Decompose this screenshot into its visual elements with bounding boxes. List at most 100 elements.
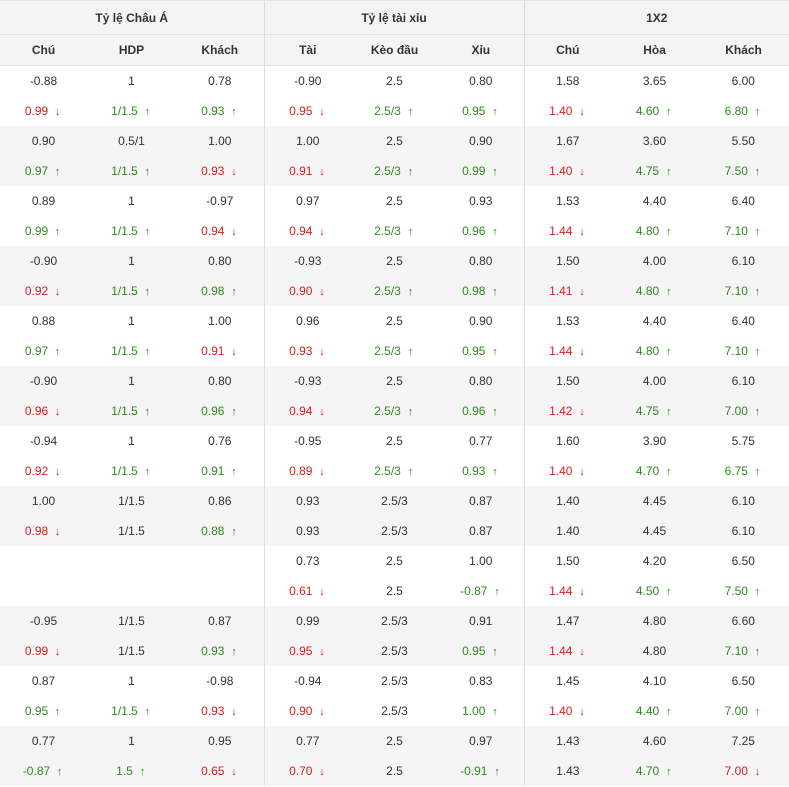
arrow-up-icon: ↑ xyxy=(754,406,761,418)
odds-cell: -0.91 ↑ xyxy=(438,756,525,786)
odds-cell: 1.43 xyxy=(523,726,612,756)
odds-value: 4.40 xyxy=(642,314,667,328)
odds-cell: 7.00 ↑ xyxy=(698,396,789,426)
odds-cell: 1 xyxy=(87,246,176,276)
odds-cell: 1.00 ↑ xyxy=(438,696,524,726)
odds-value: 6.40 xyxy=(731,314,755,328)
arrow-up-icon: ↑ xyxy=(492,286,498,298)
odds-value: 0.99 xyxy=(296,614,320,628)
odds-cell: 1.42 ↓ xyxy=(523,396,612,426)
odds-cell: 7.10 ↑ xyxy=(698,336,789,366)
odds-value: 2.5/3 xyxy=(381,644,408,658)
odds-value: 0.96 xyxy=(296,314,320,328)
odds-cell: 0.89 xyxy=(0,186,87,216)
odds-value: 2.5 xyxy=(386,584,403,598)
odds-value: 3.60 xyxy=(642,134,667,148)
odds-value: 0.80 xyxy=(208,374,232,388)
odds-cell: -0.87 ↑ xyxy=(438,576,524,606)
odds-value: 4.70 xyxy=(635,464,660,478)
odds-cell: 0.90 ↓ xyxy=(263,696,352,726)
odds-value: 2.5/3 xyxy=(381,614,408,628)
arrow-up-icon: ↑ xyxy=(144,286,151,298)
odds-value: 1.00 xyxy=(208,314,232,328)
arrow-down-icon: ↓ xyxy=(319,286,325,298)
odds-value: 0.95 xyxy=(289,104,313,118)
odds-cell: 1.40 ↓ xyxy=(523,96,612,126)
odds-cell: 6.40 xyxy=(698,186,789,216)
arrow-up-icon: ↑ xyxy=(754,226,761,238)
odds-value: 3.65 xyxy=(642,74,667,88)
odds-value: 0.87 xyxy=(208,614,232,628)
arrow-up-icon: ↑ xyxy=(492,166,498,178)
odds-cell: 1.5 ↑ xyxy=(87,756,176,786)
odds-value: 4.75 xyxy=(635,164,660,178)
odds-cell: 0.96 ↑ xyxy=(438,396,525,426)
odds-value: 4.75 xyxy=(635,404,660,418)
col-hdp: HDP xyxy=(87,34,176,66)
odds-value: 0.99 xyxy=(24,224,49,238)
odds-value: 1/1.5 xyxy=(118,644,145,658)
odds-value: 2.5 xyxy=(386,254,403,268)
odds-value: 0.61 xyxy=(289,584,313,598)
odds-cell: 0.99 ↓ xyxy=(0,636,87,666)
col-home-win: Chú xyxy=(523,34,612,66)
arrow-down-icon: ↓ xyxy=(579,466,585,478)
odds-cell: 4.60 xyxy=(611,726,699,756)
arrow-up-icon: ↑ xyxy=(492,706,498,718)
col-line: Kèo đầu xyxy=(351,34,439,66)
arrow-up-icon: ↑ xyxy=(492,346,498,358)
odds-row: -0.87 ↑ 1.5 ↑ 0.65 ↓ 0.70 ↓ 2.5 -0.91 ↑ 1.43 4.70 ↑ 7.… xyxy=(0,756,789,786)
odds-value: 1.43 xyxy=(556,734,580,748)
odds-value: 0.91 xyxy=(201,464,225,478)
odds-value: 0.87 xyxy=(469,494,493,508)
arrow-down-icon: ↓ xyxy=(319,706,325,718)
odds-value: 6.10 xyxy=(731,254,755,268)
odds-value: 1.44 xyxy=(549,344,573,358)
odds-cell: 6.80 ↑ xyxy=(698,96,789,126)
arrow-up-icon: ↑ xyxy=(144,706,151,718)
odds-cell: 4.70 ↑ xyxy=(611,756,699,786)
odds-cell: -0.98 xyxy=(176,666,264,696)
odds-cell: 4.80 xyxy=(611,636,699,666)
odds-cell: -0.90 xyxy=(0,246,87,276)
arrow-up-icon: ↑ xyxy=(665,106,672,118)
odds-value: 0.80 xyxy=(469,374,493,388)
odds-cell: 1 xyxy=(87,426,176,456)
odds-value: 1 xyxy=(128,674,135,688)
odds-value: -0.95 xyxy=(29,614,58,628)
odds-cell: 0.86 xyxy=(176,486,265,516)
odds-value: -0.93 xyxy=(294,254,322,268)
odds-value: -0.98 xyxy=(206,674,234,688)
odds-cell: 4.75 ↑ xyxy=(611,156,699,186)
arrow-up-icon: ↑ xyxy=(54,226,61,238)
arrow-up-icon: ↑ xyxy=(665,766,672,778)
arrow-up-icon: ↑ xyxy=(144,226,151,238)
odds-value: 1.42 xyxy=(549,404,573,418)
odds-cell: 0.80 xyxy=(438,246,525,276)
odds-cell: 0.91 ↑ xyxy=(176,456,264,486)
odds-cell: -0.94 xyxy=(0,426,87,456)
arrow-down-icon: ↓ xyxy=(319,766,325,778)
odds-cell: 0.96 ↓ xyxy=(0,396,87,426)
odds-value: 2.5 xyxy=(386,134,403,148)
odds-value: -0.94 xyxy=(29,434,58,448)
odds-value: -0.90 xyxy=(29,254,58,268)
odds-cell: 1.53 xyxy=(523,186,612,216)
odds-cell: 4.20 xyxy=(611,546,698,576)
odds-cell: -0.94 xyxy=(263,666,352,696)
arrow-up-icon: ↑ xyxy=(754,346,761,358)
odds-row: 0.92 ↓ 1/1.5 ↑ 0.91 ↑ 0.89 ↓ 2.5/3 ↑ 0.93 ↑ 1.40 ↓ 4.7… xyxy=(0,456,789,486)
arrow-up-icon: ↑ xyxy=(665,706,672,718)
odds-row: -0.95 1/1.5 0.87 0.99 2.5/3 0.91 1.47 4.80 6.60 xyxy=(0,606,789,636)
odds-value: 2.5/3 xyxy=(374,284,401,298)
odds-cell: 1.45 xyxy=(523,666,612,696)
odds-value: 6.40 xyxy=(731,194,755,208)
odds-cell: 4.00 xyxy=(611,366,699,396)
odds-cell: 0.97 xyxy=(263,186,352,216)
odds-value: 0.93 xyxy=(462,464,486,478)
odds-value: 1/1.5 xyxy=(111,704,138,718)
odds-value: 0.99 xyxy=(24,644,49,658)
odds-cell: 0.77 xyxy=(438,426,524,456)
arrow-up-icon: ↑ xyxy=(754,586,761,598)
odds-value: 0.95 xyxy=(289,644,313,658)
